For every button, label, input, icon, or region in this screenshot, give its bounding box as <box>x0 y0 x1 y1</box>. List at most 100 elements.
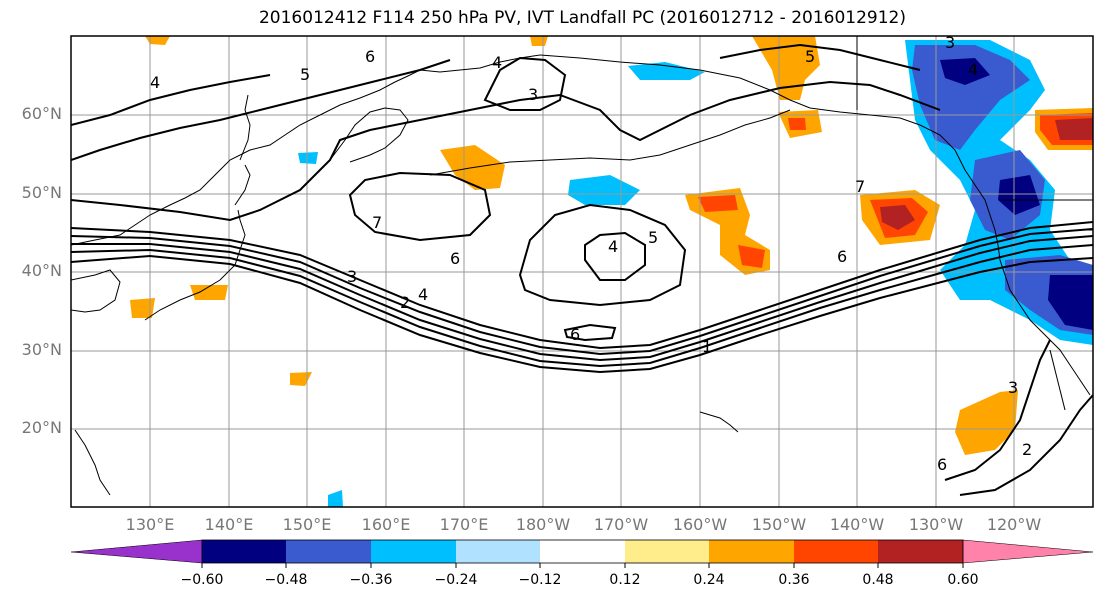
negative-region-cyan-5 <box>298 152 318 164</box>
colorbar-tick-label: 0.60 <box>947 572 979 588</box>
positive-region-darkred-6 <box>1055 118 1093 140</box>
lon-label: 170°W <box>593 515 649 534</box>
negative-region-navy-1 <box>940 58 990 85</box>
hawaii <box>699 411 739 433</box>
sakhalin <box>239 94 251 161</box>
contour-4-ring <box>584 231 646 281</box>
negative-region-navy-3 <box>1048 275 1093 330</box>
baja <box>1049 349 1066 411</box>
colorbar-ticks <box>201 563 964 568</box>
lat-label: 20°N <box>21 418 62 437</box>
contour-label: 2 <box>1022 440 1032 459</box>
lon-label: 130°W <box>908 515 964 534</box>
colorbar-tick-label: −0.24 <box>434 572 478 588</box>
colorbar-tick-label: −0.48 <box>264 572 308 588</box>
positive-region-red-2 <box>698 195 738 212</box>
colorbar-tick-label: −0.36 <box>349 572 393 588</box>
colorbar-tick-label: 0.12 <box>609 572 641 588</box>
lat-label: 50°N <box>21 183 62 202</box>
contour-label: 6 <box>937 455 947 474</box>
colorbar-tick-label: 0.24 <box>693 572 725 588</box>
contour-lower-2 <box>959 394 1093 496</box>
contour-label: 2 <box>400 293 410 312</box>
contour-label: 3 <box>528 85 538 104</box>
contour-label: 6 <box>570 325 580 344</box>
contour-7-ring <box>348 171 492 242</box>
lon-label: 140°E <box>204 515 254 534</box>
shaded-regions <box>130 36 1093 507</box>
contour-alaska-5 <box>719 43 921 71</box>
colorbar-swatch-7 <box>709 540 794 563</box>
colorbar-swatch-5 <box>540 540 625 563</box>
korea-coast <box>71 269 121 313</box>
contour-label: 7 <box>855 177 865 196</box>
positive-region-orange-8 <box>190 285 228 300</box>
lon-label: 120°W <box>986 515 1042 534</box>
lon-label: 170°E <box>439 515 489 534</box>
positive-region-red-5 <box>788 118 806 130</box>
kamchatka <box>329 107 409 163</box>
lon-label: 160°E <box>361 515 411 534</box>
contour-label: 4 <box>418 285 428 304</box>
colorbar <box>70 539 1094 568</box>
contour-label: 3 <box>347 267 357 286</box>
contour-label: 4 <box>608 237 618 256</box>
lon-label: 150°W <box>751 515 807 534</box>
map-title: 2016012412 F114 250 hPa PV, IVT Landfall… <box>258 8 906 28</box>
colorbar-swatch-3 <box>371 540 456 563</box>
negative-region-cyan-3 <box>628 62 705 80</box>
contour-label: 4 <box>492 53 502 72</box>
lon-label: 160°W <box>672 515 728 534</box>
lat-label: 30°N <box>21 340 62 359</box>
lat-label: 60°N <box>21 104 62 123</box>
contour-jet-1 <box>71 221 1093 350</box>
colorbar-swatch-10 <box>962 539 1094 564</box>
contour-label: 3 <box>945 33 955 52</box>
contour-label: 5 <box>805 47 815 66</box>
colorbar-tick-label: −0.12 <box>518 572 562 588</box>
contour-6-small <box>563 323 617 342</box>
contour-lower-3 <box>944 339 1051 481</box>
aleutians <box>429 109 791 176</box>
asia-coastline <box>71 54 541 246</box>
colorbar-swatch-8 <box>794 540 878 563</box>
negative-region-navy-2 <box>998 175 1040 215</box>
colorbar-swatch-2 <box>286 540 371 563</box>
lon-label: 150°E <box>282 515 332 534</box>
contour-closed-3 <box>483 56 567 111</box>
colorbar-swatch-6 <box>625 540 709 563</box>
contour-upper-6 <box>71 80 941 222</box>
contour-label: 4 <box>150 73 160 92</box>
lon-label: 140°W <box>829 515 885 534</box>
map-frame <box>70 35 1094 508</box>
colorbar-swatch-9 <box>878 540 963 563</box>
positive-region-orange-7 <box>955 390 1018 455</box>
colorbar-swatch-4 <box>456 540 540 563</box>
colorbar-swatch-1 <box>202 540 286 563</box>
positive-region-orange-4 <box>752 36 820 100</box>
contour-label: 5 <box>648 228 658 247</box>
colorbar-tick-label: 0.48 <box>862 572 894 588</box>
lat-label: 40°N <box>21 261 62 280</box>
colorbar-tick-label: −0.60 <box>180 572 224 588</box>
contour-label: 3 <box>1008 378 1018 397</box>
philippines <box>74 429 111 496</box>
contour-upper-4 <box>71 74 271 126</box>
contour-label: 5 <box>300 65 310 84</box>
japan-islands <box>144 164 251 321</box>
positive-region-orange-12 <box>530 36 548 46</box>
contour-jet-3 <box>71 235 1093 362</box>
lon-label: 180°W <box>515 515 571 534</box>
positive-region-red-2b <box>738 245 765 268</box>
alaska-coast <box>539 54 1091 396</box>
positive-region-orange-11 <box>145 36 170 45</box>
colorbar-tick-label: 0.36 <box>778 572 810 588</box>
lon-label: 130°E <box>125 515 175 534</box>
contour-label: 1 <box>702 337 712 356</box>
contour-labels: 4 5 6 4 3 5 3 4 7 6 4 5 6 3 2 4 6 1 6 7 … <box>150 33 1032 474</box>
contour-label: 6 <box>365 47 375 66</box>
contour-label: 6 <box>450 249 460 268</box>
contour-label: 7 <box>372 213 382 232</box>
contour-jet-4 <box>71 244 1093 368</box>
